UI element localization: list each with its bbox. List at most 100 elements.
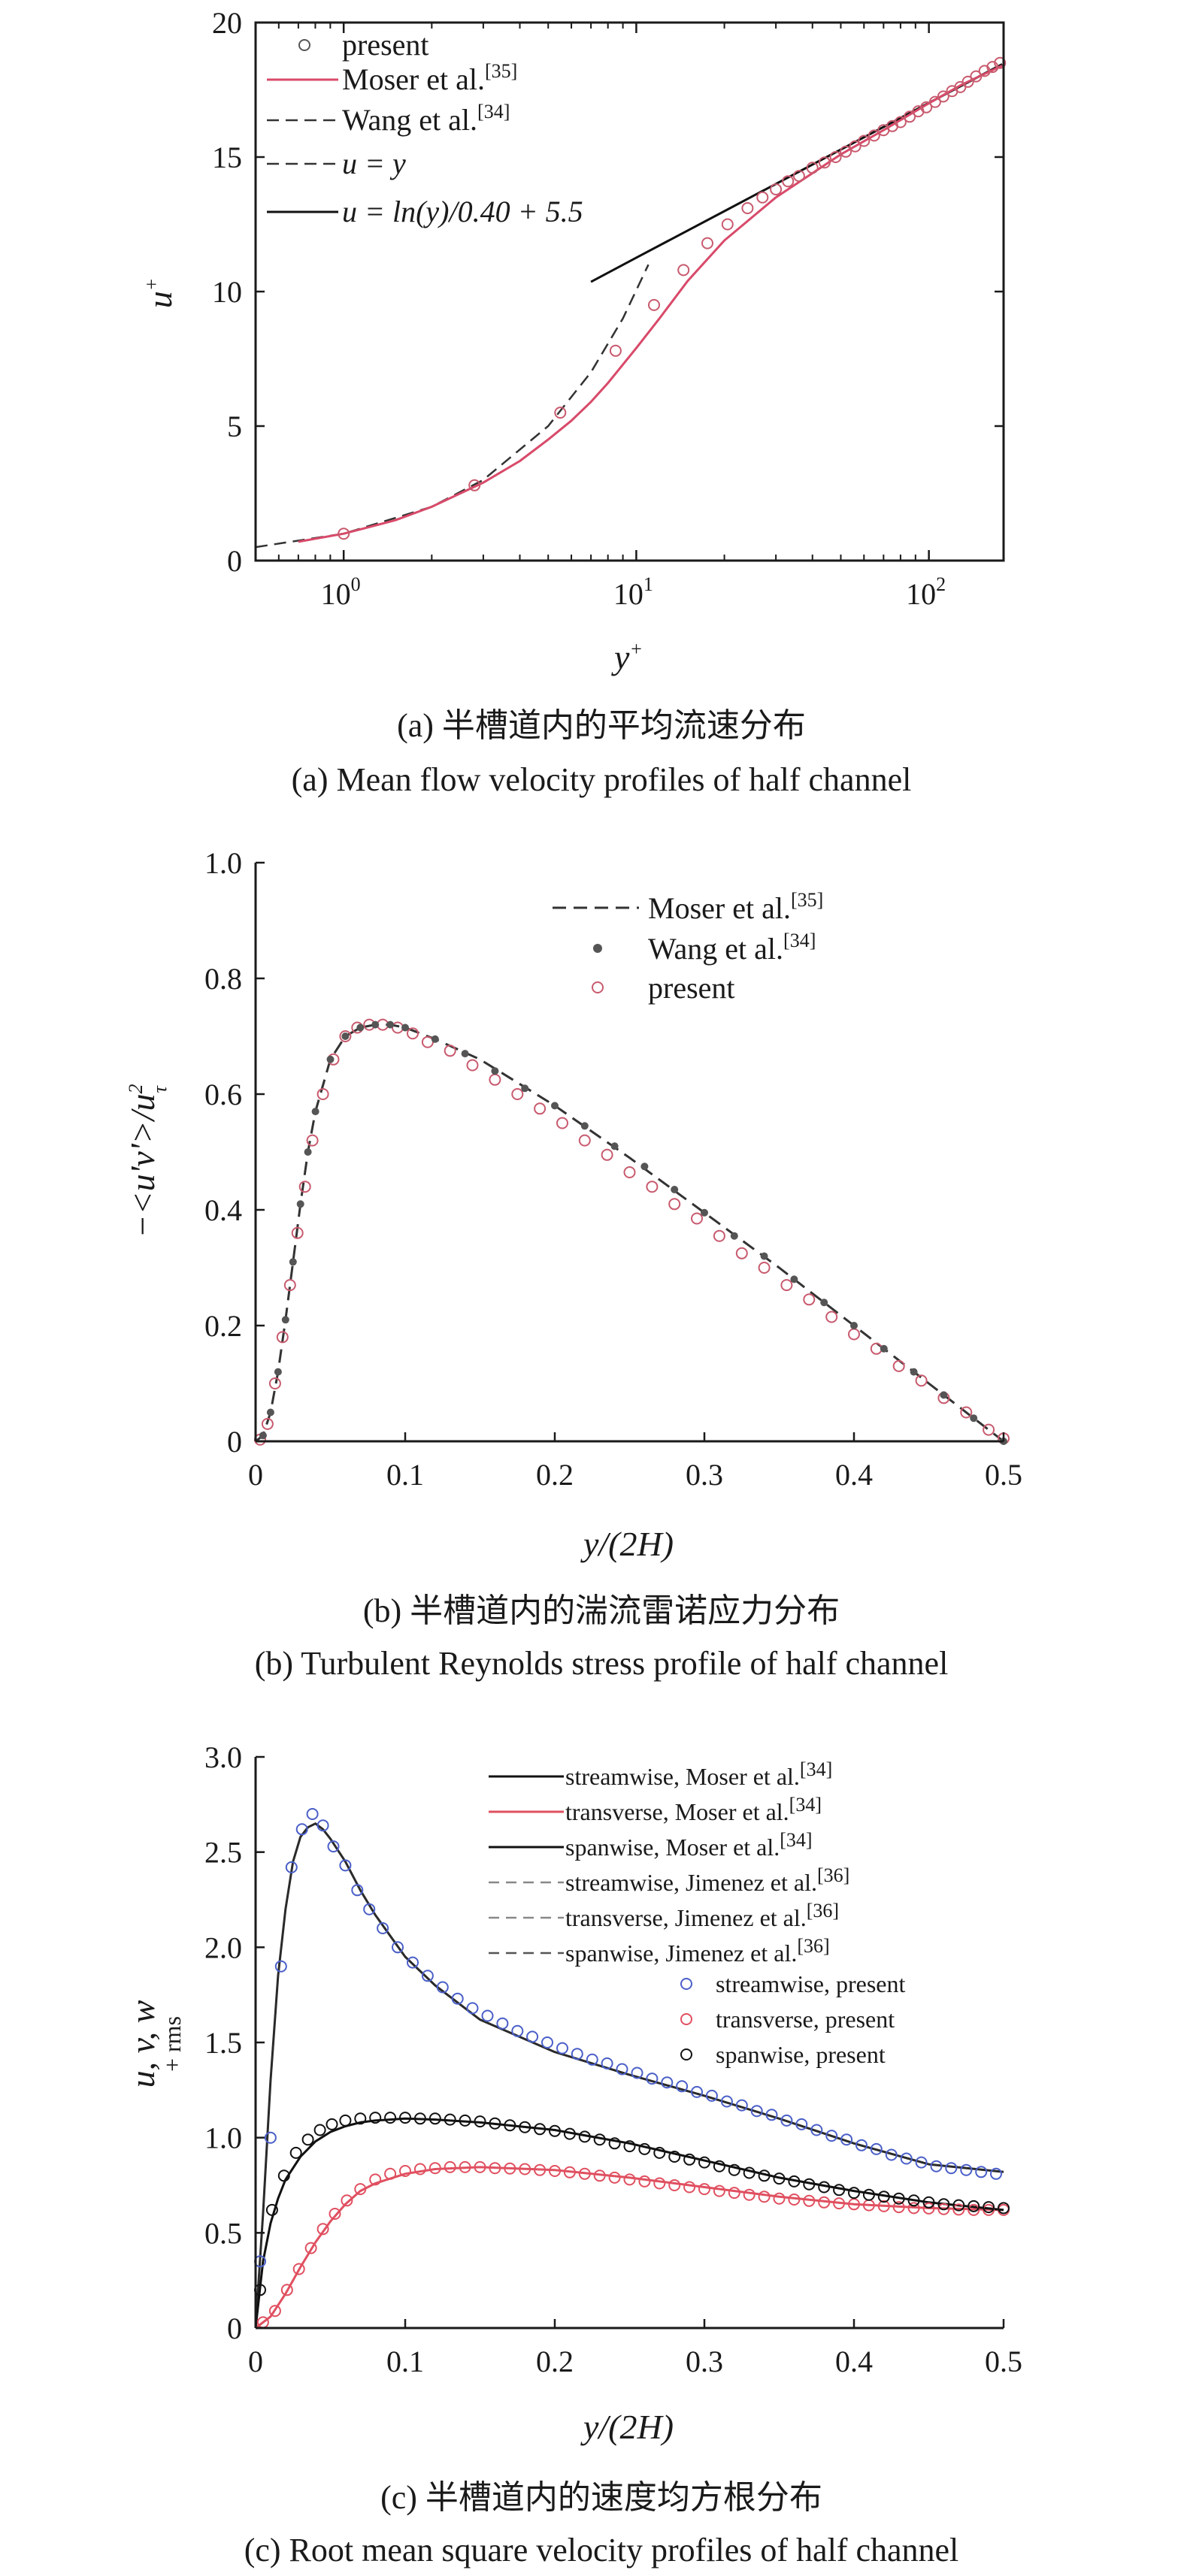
present-spanwise-marker xyxy=(638,2142,651,2155)
present-transverse-marker xyxy=(399,2165,411,2177)
present-marker xyxy=(283,1279,296,1292)
present-transverse-marker xyxy=(773,2192,786,2205)
present-streamwise-marker xyxy=(780,2114,793,2127)
present-transverse-marker xyxy=(653,2177,666,2190)
present-marker xyxy=(466,1059,479,1072)
wang-marker xyxy=(289,1258,297,1266)
present-marker xyxy=(268,1377,281,1389)
present-streamwise-marker xyxy=(264,2131,277,2144)
present-marker xyxy=(994,56,1007,69)
present-transverse-marker xyxy=(329,2208,341,2220)
present-transverse-marker xyxy=(578,2167,591,2180)
y-tick-label: 0.5 xyxy=(204,2216,242,2250)
moser-transverse-curve xyxy=(255,2166,1004,2330)
present-marker xyxy=(920,101,933,113)
present-transverse-marker xyxy=(728,2187,740,2200)
present-transverse-marker xyxy=(668,2179,681,2191)
present-streamwise-marker xyxy=(466,2002,479,2015)
y-tick-label: 0.2 xyxy=(204,1309,242,1343)
present-marker xyxy=(829,151,842,163)
present-marker xyxy=(468,479,481,491)
present-spanwise-marker xyxy=(818,2181,831,2194)
wang-marker xyxy=(274,1368,282,1376)
present-marker xyxy=(840,145,852,158)
present-transverse-marker xyxy=(268,2305,281,2317)
legend-label: transverse, present xyxy=(716,2006,895,2033)
present-marker xyxy=(691,1212,703,1225)
present-transverse-marker xyxy=(683,2181,696,2194)
legend-label: Wang et al.[34] xyxy=(648,930,816,966)
legend-marker xyxy=(680,2013,692,2025)
legend-label: u = ln(y)/0.40 + 5.5 xyxy=(342,195,583,228)
present-marker xyxy=(756,191,769,204)
wang-marker xyxy=(356,1023,365,1032)
y-tick-label: 0.4 xyxy=(204,1193,242,1227)
legend-label: spanwise, Jimenez et al.[36] xyxy=(565,1935,830,1967)
present-streamwise-marker xyxy=(496,2017,509,2030)
present-transverse-marker xyxy=(280,2284,293,2296)
legend-label: transverse, Jimenez et al.[36] xyxy=(565,1900,839,1931)
present-spanwise-marker xyxy=(773,2172,786,2185)
present-streamwise-marker xyxy=(616,2063,628,2076)
present-marker xyxy=(970,70,983,83)
present-spanwise-marker xyxy=(608,2137,621,2150)
wang-marker xyxy=(521,1084,529,1093)
present-streamwise-marker xyxy=(295,1823,308,1836)
present-streamwise-marker xyxy=(975,2166,988,2178)
present-transverse-marker xyxy=(413,2163,426,2175)
present-streamwise-marker xyxy=(705,2089,718,2102)
present-spanwise-marker xyxy=(534,2123,547,2136)
present-transverse-marker xyxy=(341,2194,353,2207)
x-tick-label: 0.4 xyxy=(835,2345,873,2378)
present-streamwise-marker xyxy=(735,2099,748,2112)
present-marker xyxy=(894,116,907,128)
present-streamwise-marker xyxy=(274,1960,287,1973)
present-streamwise-marker xyxy=(407,1956,419,1969)
wang-marker xyxy=(341,1033,350,1040)
present-spanwise-marker xyxy=(967,2200,980,2212)
present-marker xyxy=(392,1021,404,1034)
panel-b-caption-en: (b) Turbulent Reynolds stress profile of… xyxy=(255,1645,949,1682)
present-spanwise-marker xyxy=(728,2163,740,2176)
present-spanwise-marker xyxy=(862,2188,875,2201)
present-marker xyxy=(792,170,805,183)
wang-marker xyxy=(760,1252,768,1260)
present-spanwise-marker xyxy=(922,2196,935,2209)
present-transverse-marker xyxy=(967,2203,980,2216)
present-transverse-marker xyxy=(713,2184,725,2197)
present-streamwise-marker xyxy=(646,2073,659,2085)
present-streamwise-marker xyxy=(363,1903,376,1915)
present-marker xyxy=(534,1102,547,1115)
present-transverse-marker xyxy=(489,2162,501,2175)
y-tick-label: 0.6 xyxy=(204,1078,242,1111)
x-tick-label: 0 xyxy=(248,2345,263,2378)
wang-marker xyxy=(940,1391,948,1399)
panel-c-x-axis-label: y/(2H) xyxy=(580,2408,674,2446)
present-marker xyxy=(713,1229,725,1242)
present-streamwise-marker xyxy=(870,2142,883,2155)
present-spanwise-marker xyxy=(339,2114,352,2127)
wang-marker xyxy=(401,1023,409,1032)
present-spanwise-marker xyxy=(668,2151,681,2163)
legend-label: present xyxy=(648,971,735,1005)
wang-marker xyxy=(461,1050,469,1058)
panel-c-caption-cn: (c) 半槽道内的速度均方根分布 xyxy=(380,2479,822,2516)
present-marker xyxy=(892,1359,905,1372)
present-spanwise-marker xyxy=(384,2112,397,2124)
present-marker xyxy=(489,1073,501,1086)
present-streamwise-marker xyxy=(601,2057,613,2070)
moser-curve xyxy=(298,64,1003,543)
wang-marker xyxy=(730,1232,738,1240)
panel-a-series xyxy=(255,56,1007,549)
wang-marker xyxy=(580,1122,589,1130)
wang-marker xyxy=(640,1163,649,1171)
present-marker xyxy=(721,218,734,231)
present-transverse-marker xyxy=(549,2165,561,2177)
y-tick-label: 3.0 xyxy=(204,1740,242,1774)
legend-present-marker xyxy=(592,981,604,993)
present-marker xyxy=(741,202,754,214)
legend-label: Wang et al.[34] xyxy=(342,101,510,137)
legend-label: u = y xyxy=(342,147,406,180)
wang-marker xyxy=(371,1020,380,1029)
